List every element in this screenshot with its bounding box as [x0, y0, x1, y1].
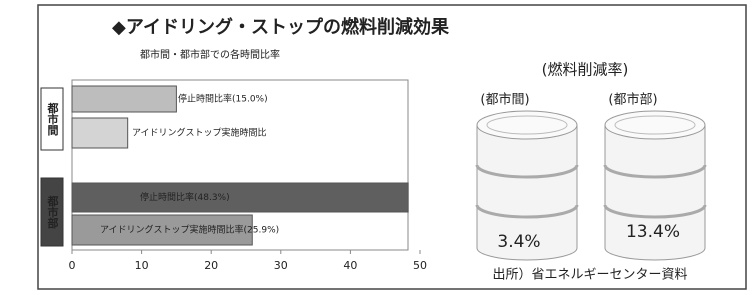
barrel-top	[605, 111, 705, 139]
pictogram-label: (都市部)	[608, 92, 657, 108]
infographic: ◆アイドリング・ストップの燃料削減効果 都市間・都市部での各時間比率 (燃料削減…	[0, 0, 753, 295]
subtitle: 都市間・都市部での各時間比率	[140, 48, 280, 61]
bar	[72, 86, 176, 112]
x-tick-label: 0	[69, 259, 76, 272]
x-tick-label: 10	[135, 259, 149, 272]
pictogram-label: (都市間)	[480, 92, 529, 108]
value-label: 3.4%	[497, 232, 540, 252]
bar-label: アイドリングストップ実施時間比率(25.9%)	[100, 224, 279, 236]
bar-label: 停止時間比率(48.3%)	[140, 191, 230, 203]
x-tick-label: 40	[343, 259, 357, 272]
group-label: 都市部	[46, 194, 60, 229]
source: 出所）省エネルギーセンター資料	[492, 268, 687, 283]
bar	[72, 183, 408, 212]
x-tick-label: 50	[413, 259, 427, 272]
bar	[72, 118, 128, 148]
value-label: 13.4%	[626, 222, 680, 242]
barrel-top	[477, 111, 577, 139]
pictogram-title: (燃料削減率)	[542, 61, 629, 79]
group-label: 都市間	[46, 101, 60, 136]
bar-label: アイドリングストップ実施時間比	[132, 127, 267, 139]
x-tick-label: 30	[274, 259, 288, 272]
title: ◆アイドリング・ストップの燃料削減効果	[112, 16, 450, 38]
bar-label: 停止時間比率(15.0%)	[178, 93, 268, 105]
x-tick-label: 20	[204, 259, 218, 272]
